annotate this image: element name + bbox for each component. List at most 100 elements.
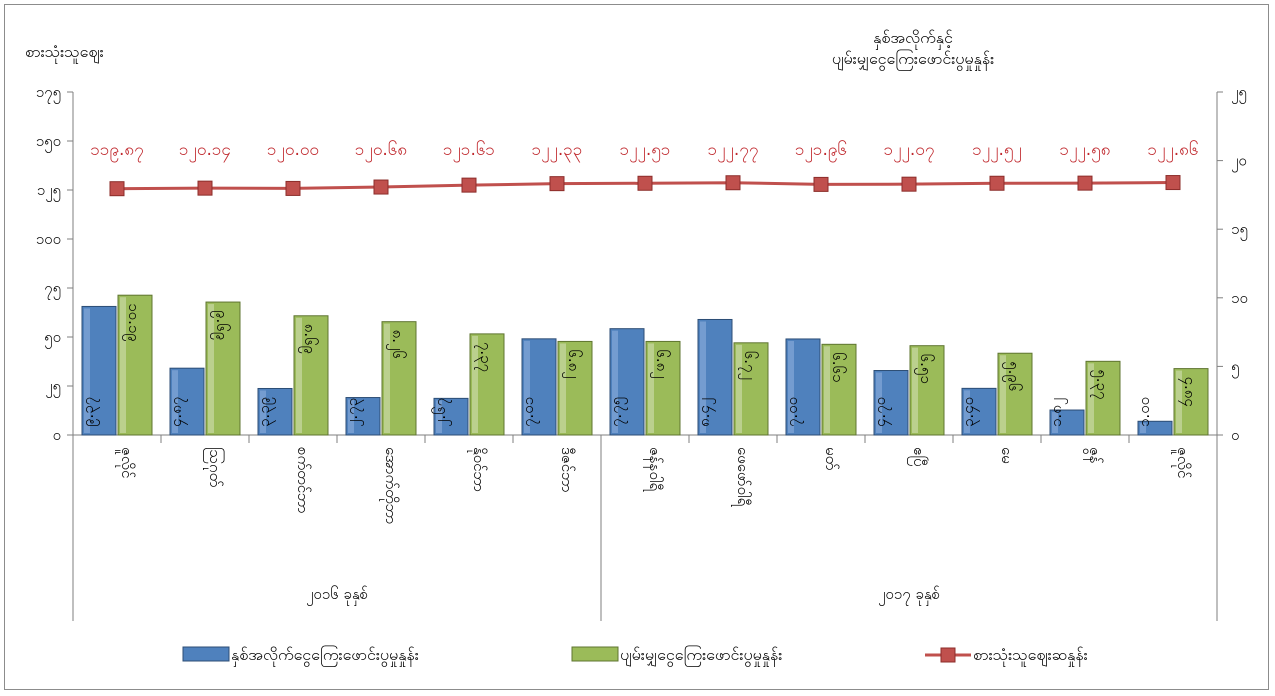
- chart-frame: ၀၂၅ ၅၀ ၇၅ ၁၀၀ ၁၂၅ ၁၅၀ ၁၇၅၀၅၁၀ ၁၅ ၂၀ ၂၅ စားသုံးသူဈေ…: [4, 4, 1269, 690]
- bar-highlight: [1052, 412, 1058, 433]
- left-tick-label: ၂၅: [45, 377, 61, 398]
- annual-value-label: ၃.၃၉: [255, 397, 276, 427]
- cpi-value-label: ၁၂၂.၃၃: [532, 140, 583, 163]
- left-tick-label: ၁၇၅: [36, 83, 61, 104]
- category-label: ဒီဇင်ဘာ: [558, 447, 576, 493]
- category-label: ဩဂုတ်: [203, 447, 225, 487]
- bar-highlight: [700, 321, 706, 433]
- cpi-value-label: ၁၂၂.၈၆: [1148, 139, 1199, 163]
- category-label: မေ: [998, 447, 1016, 464]
- cpi-value-label: ၁၂၀.၁၄: [179, 140, 231, 163]
- bar-highlight: [560, 343, 566, 433]
- left-tick-label: ၁၅၀: [36, 132, 61, 153]
- cpi-marker: [197, 180, 213, 196]
- right-tick-label: ၁၀: [1231, 289, 1248, 307]
- annual-value-label: ၄.၈၇: [167, 397, 188, 427]
- legend-swatch-marker: [940, 647, 956, 663]
- cpi-value-label: ၁၂၂.၀၇: [884, 140, 935, 163]
- category-label: နိုဝင်ဘာ: [467, 447, 488, 492]
- left-axis-title: စားသုံးသူဈေး: [25, 42, 104, 64]
- group-label: ၂၀၁၇ ခုနှစ်: [878, 585, 940, 606]
- annual-value-label: ၉.၃၇: [79, 397, 100, 427]
- average-value-label: ၇.၃၇: [474, 342, 495, 372]
- axes: ၀၂၅၅၀၇၅၁၀၀၁၂၅၁၅၀၁၇၅၀၅၁၀၁၅၂၀၂၅စားသုံးသူဈေ…: [25, 28, 1248, 621]
- average-value-label: ၆.၈၂: [650, 349, 671, 378]
- right-tick-label: ၀: [1231, 426, 1239, 444]
- cpi-marker: [109, 181, 125, 197]
- bar-highlight: [260, 390, 266, 433]
- bar-highlight: [612, 330, 618, 433]
- annual-value-label: ၁.၀၀: [1135, 397, 1153, 427]
- cpi-marker: [461, 177, 477, 193]
- bar-highlight: [648, 343, 654, 433]
- legend-label: နှစ်အလိုက်ငွေကြေးဖောင်းပွမှုနှုန်း: [231, 645, 419, 667]
- category-label: စက်တင်ဘာ: [294, 447, 312, 514]
- bar-annual-inflation: [1137, 420, 1173, 436]
- left-tick-label: ၁၀၀: [36, 230, 61, 248]
- bar-highlight: [912, 347, 918, 433]
- average-value-label: ၆.၆၁: [829, 352, 847, 382]
- category-label: ဇူလိုင်: [115, 447, 136, 478]
- average-value-label: ၆.၇၂: [738, 351, 759, 380]
- cpi-marker: [813, 176, 829, 192]
- left-tick-label: ၇၅: [44, 279, 61, 300]
- cpi-marker: [725, 175, 741, 191]
- cpi-value-label: ၁၂၂.၇၇: [708, 140, 759, 163]
- annual-value-label: ၈.၄၂: [695, 398, 716, 427]
- right-tick-label: ၁၅: [1231, 220, 1248, 241]
- bar-highlight: [384, 323, 390, 433]
- bar-highlight: [120, 297, 126, 433]
- cpi-value-label: ၁၁၉.၈၇: [90, 140, 143, 163]
- bar-highlight: [296, 317, 302, 433]
- cpi-value-label: ၁၂၂.၅၁: [620, 140, 671, 163]
- average-value-label: ၆.၅၁: [914, 354, 935, 384]
- bars: [81, 294, 1209, 436]
- cpi-value-label: ၁၂၀.၀၀: [267, 140, 319, 163]
- bar-highlight: [1088, 363, 1094, 433]
- bar-highlight: [208, 304, 214, 433]
- annual-value-label: ၇.၀၀: [783, 397, 804, 427]
- cpi-value-label: ၁၂၁.၉၆: [795, 139, 847, 163]
- cpi-marker: [373, 179, 389, 195]
- annual-value-label: ၇.၀၁: [519, 397, 540, 427]
- annual-value-label: ၃.၄၀: [959, 397, 980, 427]
- cpi-marker: [1077, 175, 1093, 191]
- bar-highlight: [1176, 370, 1182, 433]
- right-axis-title: နှစ်အလိုက်နှင့်: [873, 28, 953, 50]
- category-label: အောက်တိုဘာ: [379, 447, 400, 524]
- category-label: မတ်: [822, 447, 840, 470]
- average-value-label: ၄.၈၄: [1178, 377, 1199, 407]
- left-tick-label: ၅၀: [44, 328, 61, 349]
- right-tick-label: ၂၀: [1231, 152, 1247, 173]
- average-value-label: ၉.၆၉: [210, 310, 231, 340]
- category-label: ဇန်နဝါရီ: [643, 447, 664, 492]
- cpi-marker: [989, 175, 1005, 191]
- category-label: ဇူလိုင်: [1171, 447, 1192, 478]
- annual-value-label: ၇.၇၅: [607, 397, 628, 427]
- bar-highlight: [824, 346, 830, 433]
- right-tick-label: ၂၅: [1231, 83, 1247, 104]
- legend-label: ပျမ်းမျှငွေကြေးဖောင်းပွမှုနှုန်း: [620, 645, 782, 667]
- average-value-label: ၈.၆၉: [298, 324, 319, 354]
- cpi-marker: [285, 180, 301, 196]
- category-label: ဇွန်: [1083, 447, 1104, 464]
- cpi-marker: [1165, 175, 1181, 191]
- cpi-line: [109, 175, 1181, 197]
- bar-highlight: [1000, 355, 1006, 433]
- group-label: ၂၀၁၆ ခုနှစ်: [306, 585, 368, 606]
- average-value-label: ၁၀.၁၉: [122, 303, 143, 342]
- bar-highlight: [1140, 423, 1146, 433]
- average-value-label: ၅.၉၆: [1002, 361, 1023, 391]
- cpi-marker: [901, 176, 917, 192]
- cpi-value-label: ၁၂၀.၆၈: [355, 139, 407, 163]
- category-label: ဖေဖော်ဝါရီ: [731, 447, 752, 508]
- bar-highlight: [788, 340, 794, 433]
- legend-swatch: [571, 646, 619, 662]
- cpi-value-label: ၁၂၁.၆၁: [443, 139, 495, 163]
- bar-highlight: [84, 308, 90, 433]
- cpi-value-label: ၁၂၂.၅၈: [1060, 140, 1111, 163]
- legend: နှစ်အလိုက်ငွေကြေးဖောင်းပွမှုနှုန်း ပျမ်းမ…: [182, 645, 1088, 667]
- bar-highlight: [172, 370, 178, 433]
- cpi-marker: [637, 175, 653, 191]
- bar-highlight: [524, 340, 530, 433]
